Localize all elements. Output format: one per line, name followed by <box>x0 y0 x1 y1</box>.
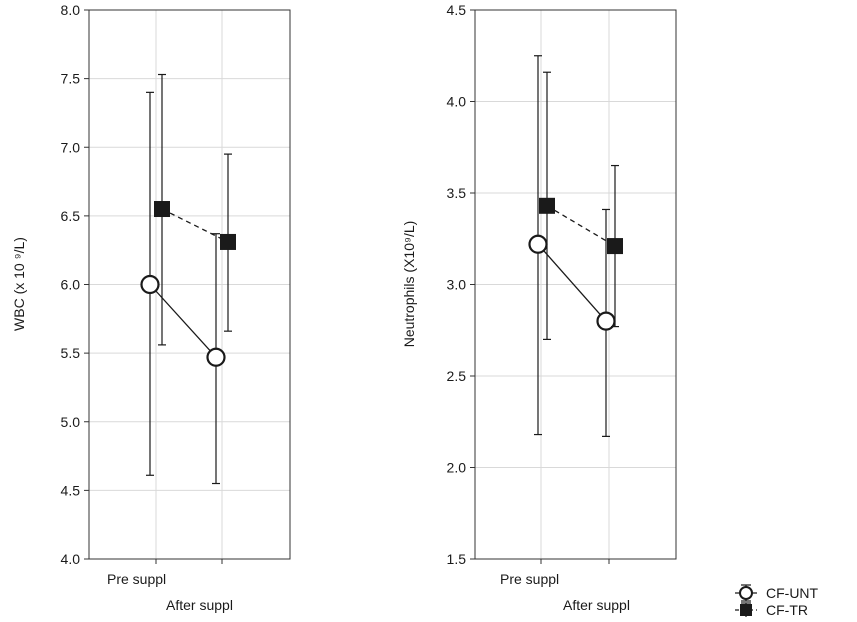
neutrophils-y-axis-label: Neutrophils (X10⁹/L) <box>401 221 417 348</box>
wbc-y-tick-label: 7.0 <box>61 139 81 155</box>
legend-marker-filled-square <box>735 602 757 617</box>
wbc-cf-tr-point <box>220 233 236 250</box>
neutrophils-y-tick-label: 3.5 <box>447 185 467 201</box>
wbc-y-axis-label: WBC (x 10 ⁹/L) <box>11 237 27 331</box>
neutrophils-cf-tr-point <box>539 197 555 214</box>
wbc-cf-unt-point <box>140 274 160 295</box>
neutrophils-y-tick-label: 4.0 <box>447 94 467 110</box>
neutrophils-x-tick-label-after: After suppl <box>563 597 630 613</box>
wbc-cf-unt-point <box>206 347 226 367</box>
wbc-y-tick-label: 4.0 <box>61 551 81 567</box>
neutrophils-y-tick-label: 4.5 <box>447 2 467 18</box>
neutrophils-cf-tr-point <box>607 238 623 255</box>
neutrophils-panel: 1.5 2.0 2.5 3.0 3.5 4.0 4.5 Neutrophils (X10⁹/… <box>401 2 677 613</box>
wbc-cf-tr-connector <box>161 208 229 243</box>
wbc-y-tick-label: 8.0 <box>61 2 81 18</box>
neutrophils-y-tick-label: 2.5 <box>447 368 467 384</box>
wbc-series-layer <box>140 73 236 485</box>
neutrophils-cf-unt-point <box>528 234 548 254</box>
neutrophils-y-tick-label: 3.0 <box>447 277 467 293</box>
neutrophils-y-tick-label: 2.0 <box>447 460 467 476</box>
wbc-cf-tr-point <box>154 201 170 218</box>
wbc-y-tick-label: 4.5 <box>61 482 81 498</box>
legend-marker-open-circle <box>735 584 757 602</box>
legend-label-cf-tr: CF-TR <box>766 602 808 617</box>
neutrophils-y-tick-label: 1.5 <box>447 551 467 567</box>
wbc-grid <box>89 9 290 560</box>
wbc-panel: 4.0 4.5 5.0 5.5 6.0 6.5 7.0 7.5 8.0 WBC (x 10 ⁹/… <box>11 2 291 613</box>
wbc-y-axis: 4.0 4.5 5.0 5.5 6.0 6.5 7.0 7.5 8.0 <box>61 2 223 567</box>
wbc-y-tick-label: 7.5 <box>61 71 81 87</box>
wbc-y-tick-label: 5.5 <box>61 345 81 361</box>
neutrophils-x-tick-label-pre: Pre suppl <box>500 571 559 587</box>
neutrophils-y-axis: 1.5 2.0 2.5 3.0 3.5 4.0 4.5 <box>447 2 610 567</box>
wbc-x-tick-label-pre: Pre suppl <box>107 571 166 587</box>
wbc-cf-unt-connector <box>149 284 217 358</box>
neutrophils-cf-tr-connector <box>546 205 616 247</box>
wbc-x-tick-label-after: After suppl <box>166 597 233 613</box>
neutrophils-grid <box>475 9 676 560</box>
neutrophils-series-layer <box>528 55 623 437</box>
legend-item-cf-unt: CF-UNT <box>735 584 819 602</box>
legend-label-cf-unt: CF-UNT <box>766 585 819 601</box>
legend-item-cf-tr: CF-TR <box>735 602 808 618</box>
wbc-y-tick-label: 6.5 <box>61 208 81 224</box>
neutrophils-cf-unt-connector <box>537 243 607 322</box>
wbc-y-tick-label: 5.0 <box>61 414 81 430</box>
legend: CF-UNT CF-TR <box>735 584 819 618</box>
wbc-y-tick-label: 6.0 <box>61 277 81 293</box>
